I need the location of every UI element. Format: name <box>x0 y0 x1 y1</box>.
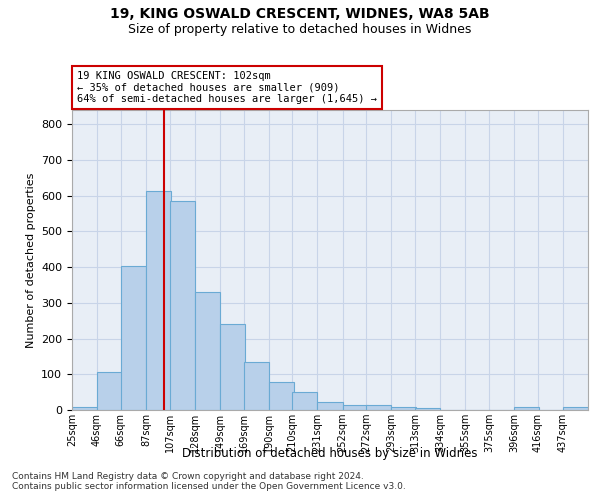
Y-axis label: Number of detached properties: Number of detached properties <box>26 172 35 348</box>
Bar <box>391 407 416 410</box>
Bar <box>72 407 97 410</box>
Bar <box>343 404 368 410</box>
Text: 19, KING OSWALD CRESCENT, WIDNES, WA8 5AB: 19, KING OSWALD CRESCENT, WIDNES, WA8 5A… <box>110 8 490 22</box>
Text: Contains HM Land Registry data © Crown copyright and database right 2024.: Contains HM Land Registry data © Crown c… <box>12 472 364 481</box>
Bar <box>269 382 293 410</box>
Bar <box>170 201 195 410</box>
Bar <box>514 407 539 410</box>
Text: Distribution of detached houses by size in Widnes: Distribution of detached houses by size … <box>182 448 478 460</box>
Bar <box>220 324 245 410</box>
Bar <box>292 392 317 410</box>
Text: 19 KING OSWALD CRESCENT: 102sqm
← 35% of detached houses are smaller (909)
64% o: 19 KING OSWALD CRESCENT: 102sqm ← 35% of… <box>77 71 377 104</box>
Bar <box>415 408 440 410</box>
Bar <box>121 266 146 410</box>
Bar <box>146 192 171 410</box>
Bar <box>244 362 269 410</box>
Text: Size of property relative to detached houses in Widnes: Size of property relative to detached ho… <box>128 22 472 36</box>
Bar <box>97 372 122 410</box>
Text: Contains public sector information licensed under the Open Government Licence v3: Contains public sector information licen… <box>12 482 406 491</box>
Bar <box>563 407 588 410</box>
Bar <box>317 402 343 410</box>
Bar <box>195 292 220 410</box>
Bar <box>367 404 391 410</box>
